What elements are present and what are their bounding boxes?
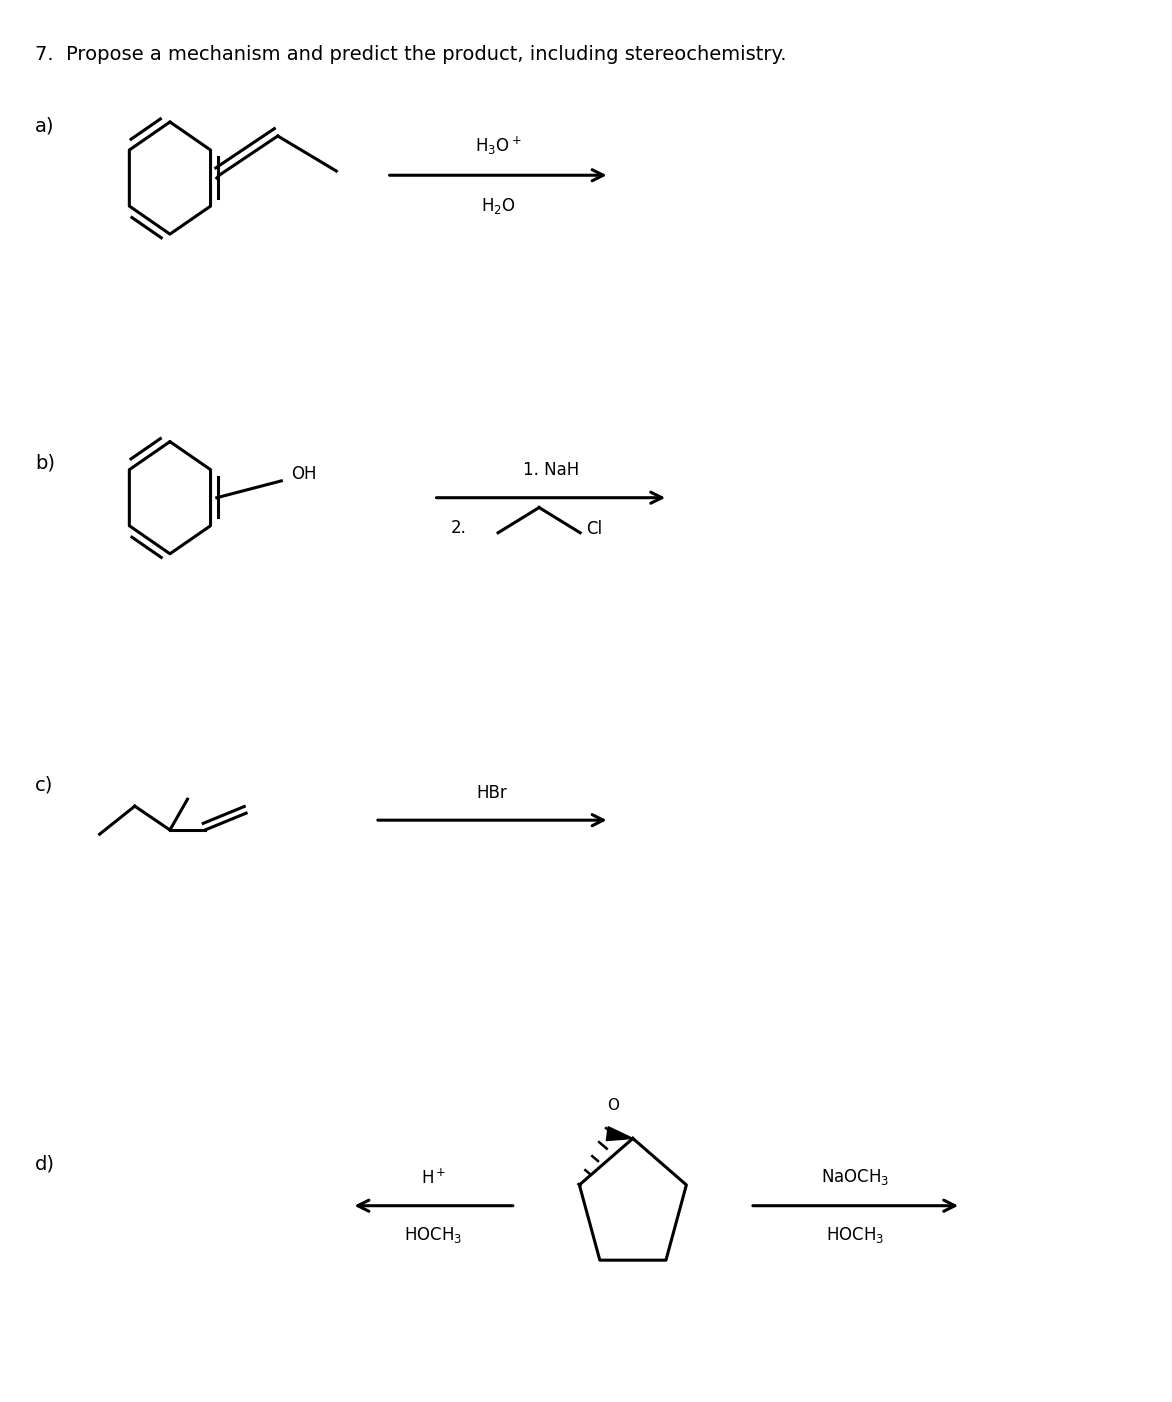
- Text: H$_3$O$^+$: H$_3$O$^+$: [475, 135, 522, 157]
- Text: d): d): [35, 1154, 55, 1173]
- Text: a): a): [35, 116, 55, 136]
- Text: O: O: [607, 1098, 619, 1113]
- Text: HBr: HBr: [477, 784, 507, 802]
- Text: OH: OH: [291, 465, 316, 482]
- Polygon shape: [606, 1127, 633, 1141]
- Text: Cl: Cl: [586, 520, 602, 537]
- Text: c): c): [35, 775, 54, 795]
- Text: 7.  Propose a mechanism and predict the product, including stereochemistry.: 7. Propose a mechanism and predict the p…: [35, 45, 786, 64]
- Text: 1. NaH: 1. NaH: [523, 461, 579, 479]
- Text: H$_2$O: H$_2$O: [481, 196, 516, 216]
- Text: HOCH$_3$: HOCH$_3$: [826, 1225, 885, 1245]
- Text: HOCH$_3$: HOCH$_3$: [404, 1225, 463, 1245]
- Text: 2.: 2.: [451, 519, 468, 537]
- Text: NaOCH$_3$: NaOCH$_3$: [822, 1168, 890, 1187]
- Text: H$^+$: H$^+$: [421, 1168, 447, 1187]
- Text: b): b): [35, 453, 55, 472]
